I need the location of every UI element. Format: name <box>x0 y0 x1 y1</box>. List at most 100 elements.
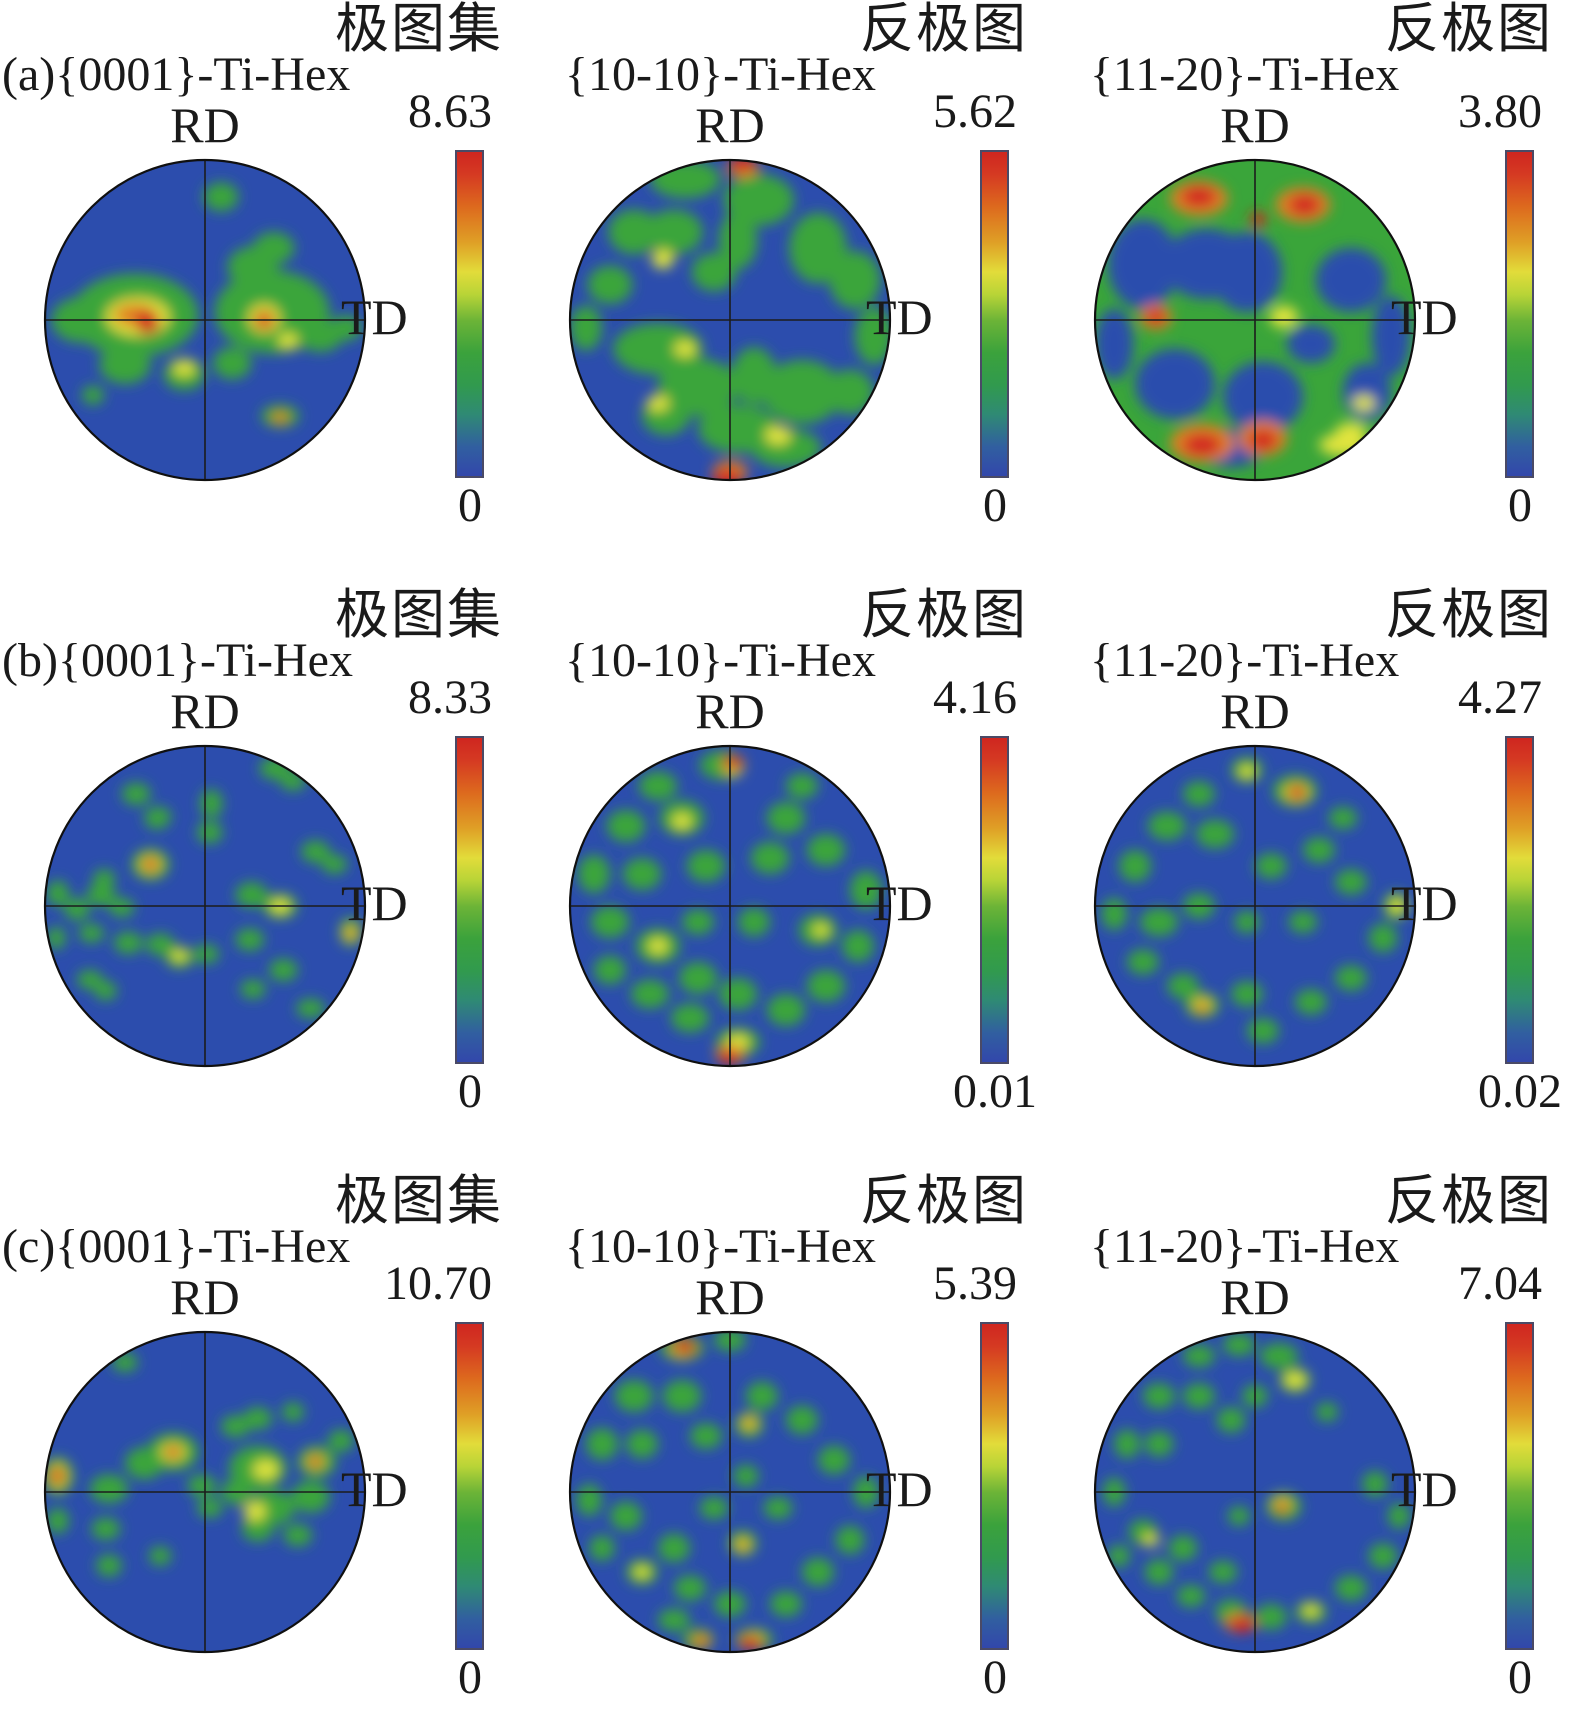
pole-figure <box>43 744 367 1068</box>
intensity-blob <box>113 931 143 954</box>
intensity-blob <box>1335 869 1367 895</box>
intensity-blob <box>1303 1604 1319 1617</box>
intensity-blob <box>587 265 633 304</box>
intensity-blob <box>1183 1383 1215 1409</box>
intensity-blob <box>648 938 668 954</box>
intensity-blob <box>786 773 818 799</box>
rd-axis-label: RD <box>170 1269 240 1325</box>
pole-figure-panel-a1: 极图集 (a){0001}-Ti-Hex 8.63 RD TD 0 <box>0 0 525 548</box>
intensity-blob <box>78 923 105 943</box>
intensity-blob <box>167 1447 179 1457</box>
intensity-blob <box>280 771 306 791</box>
pole-figure-outline <box>568 744 892 1068</box>
td-axis-label: TD <box>1391 875 1458 931</box>
intensity-blob <box>281 1402 305 1422</box>
intensity-blob <box>1288 194 1321 216</box>
td-axis-label: TD <box>1391 1461 1458 1517</box>
intensity-blob <box>1328 806 1358 830</box>
pole-figure-plot <box>43 1330 367 1654</box>
intensity-blob <box>253 1460 279 1480</box>
intensity-blob <box>241 1516 274 1542</box>
panel-title: {10-10}-Ti-Hex <box>565 634 876 687</box>
intensity-blob <box>1229 1616 1255 1633</box>
intensity-blob <box>733 1464 759 1488</box>
td-axis-label: TD <box>341 1461 408 1517</box>
intensity-blob <box>766 994 806 1026</box>
intensity-blob <box>646 395 670 412</box>
intensity-blob <box>46 880 69 906</box>
intensity-blob <box>243 1501 266 1521</box>
td-axis-label: TD <box>341 875 408 931</box>
intensity-blob <box>1216 1407 1246 1433</box>
intensity-blob <box>272 412 289 424</box>
panel-title: (c){0001}-Ti-Hex <box>2 1220 351 1273</box>
intensity-blob <box>622 858 662 890</box>
intensity-blob <box>806 970 846 1002</box>
scale-min-value: 0 <box>458 1065 482 1118</box>
intensity-blob <box>658 1608 690 1632</box>
intensity-blob <box>1223 1333 1255 1356</box>
intensity-blob <box>301 840 330 863</box>
intensity-blob <box>738 907 770 937</box>
pole-figure-plot <box>568 1330 892 1654</box>
intensity-blob <box>766 802 806 834</box>
intensity-blob <box>46 1508 69 1534</box>
intensity-blob <box>1183 1344 1215 1368</box>
pole-figure <box>1093 1330 1417 1654</box>
intensity-blob <box>291 1480 330 1513</box>
intensity-blob <box>1139 907 1179 937</box>
intensity-blob <box>614 1380 654 1412</box>
intensity-blob <box>145 859 157 870</box>
intensity-blob <box>1183 433 1222 456</box>
intensity-blob <box>1231 981 1263 1007</box>
pole-figure-outline <box>1093 1330 1417 1654</box>
colorbar <box>455 1322 484 1650</box>
intensity-blob <box>200 789 223 818</box>
intensity-blob <box>1114 1429 1140 1459</box>
rd-axis-label: RD <box>1220 683 1290 739</box>
pole-figure <box>1093 744 1417 1068</box>
intensity-blob <box>1368 1543 1398 1569</box>
pole-figure-row-b: 极图集 (b){0001}-Ti-Hex 8.33 RD TD 0 反极图 {10-10}-T… <box>0 548 1575 1134</box>
intensity-blob <box>1387 1503 1411 1529</box>
panel-inner: 反极图 {11-20}-Ti-Hex 3.80 RD TD 0 <box>1050 0 1575 548</box>
pole-figure-plot <box>568 744 892 1068</box>
panel-title: (a){0001}-Ti-Hex <box>2 48 351 101</box>
intensity-blob <box>741 1637 761 1651</box>
intensity-blob <box>46 926 66 950</box>
panel-inner: 极图集 (b){0001}-Ti-Hex 8.33 RD TD 0 <box>0 586 525 1134</box>
rd-axis-label: RD <box>695 97 765 153</box>
intensity-blob <box>329 315 362 341</box>
pole-figure <box>43 1330 367 1654</box>
intensity-blob <box>570 305 602 351</box>
scale-max-value: 4.27 <box>1458 671 1542 724</box>
intensity-blob <box>99 345 151 384</box>
intensity-blob <box>1283 1372 1307 1388</box>
intensity-blob <box>1227 1506 1251 1526</box>
panel-type-label: 反极图 <box>860 1171 1028 1231</box>
scale-max-value: 5.62 <box>933 85 1017 138</box>
colorbar <box>1505 736 1534 1064</box>
rd-axis-label: RD <box>170 97 240 153</box>
intensity-blob <box>638 771 678 801</box>
rd-axis-label: RD <box>695 683 765 739</box>
rd-axis-label: RD <box>695 1269 765 1325</box>
pole-figure-plot <box>1093 744 1417 1068</box>
pole-figure <box>1093 158 1417 482</box>
intensity-blob <box>1107 1544 1131 1568</box>
intensity-blob <box>1143 1533 1159 1547</box>
intensity-blob <box>691 252 737 292</box>
scale-min-value: 0.01 <box>953 1065 1037 1118</box>
intensity-blob <box>1147 308 1165 325</box>
intensity-blob <box>213 347 252 380</box>
colorbar <box>980 736 1009 1064</box>
intensity-blob <box>1211 232 1283 312</box>
intensity-blob <box>1107 219 1179 309</box>
pole-figure <box>568 1330 892 1654</box>
pole-figure-plot <box>568 158 892 482</box>
intensity-blob <box>645 209 703 255</box>
intensity-blob <box>93 869 116 889</box>
intensity-blob <box>750 842 790 874</box>
pole-figure-row-c: 极图集 (c){0001}-Ti-Hex 10.70 RD TD 0 反极图 {10-10}-… <box>0 1134 1575 1720</box>
scale-max-value: 4.16 <box>933 671 1017 724</box>
